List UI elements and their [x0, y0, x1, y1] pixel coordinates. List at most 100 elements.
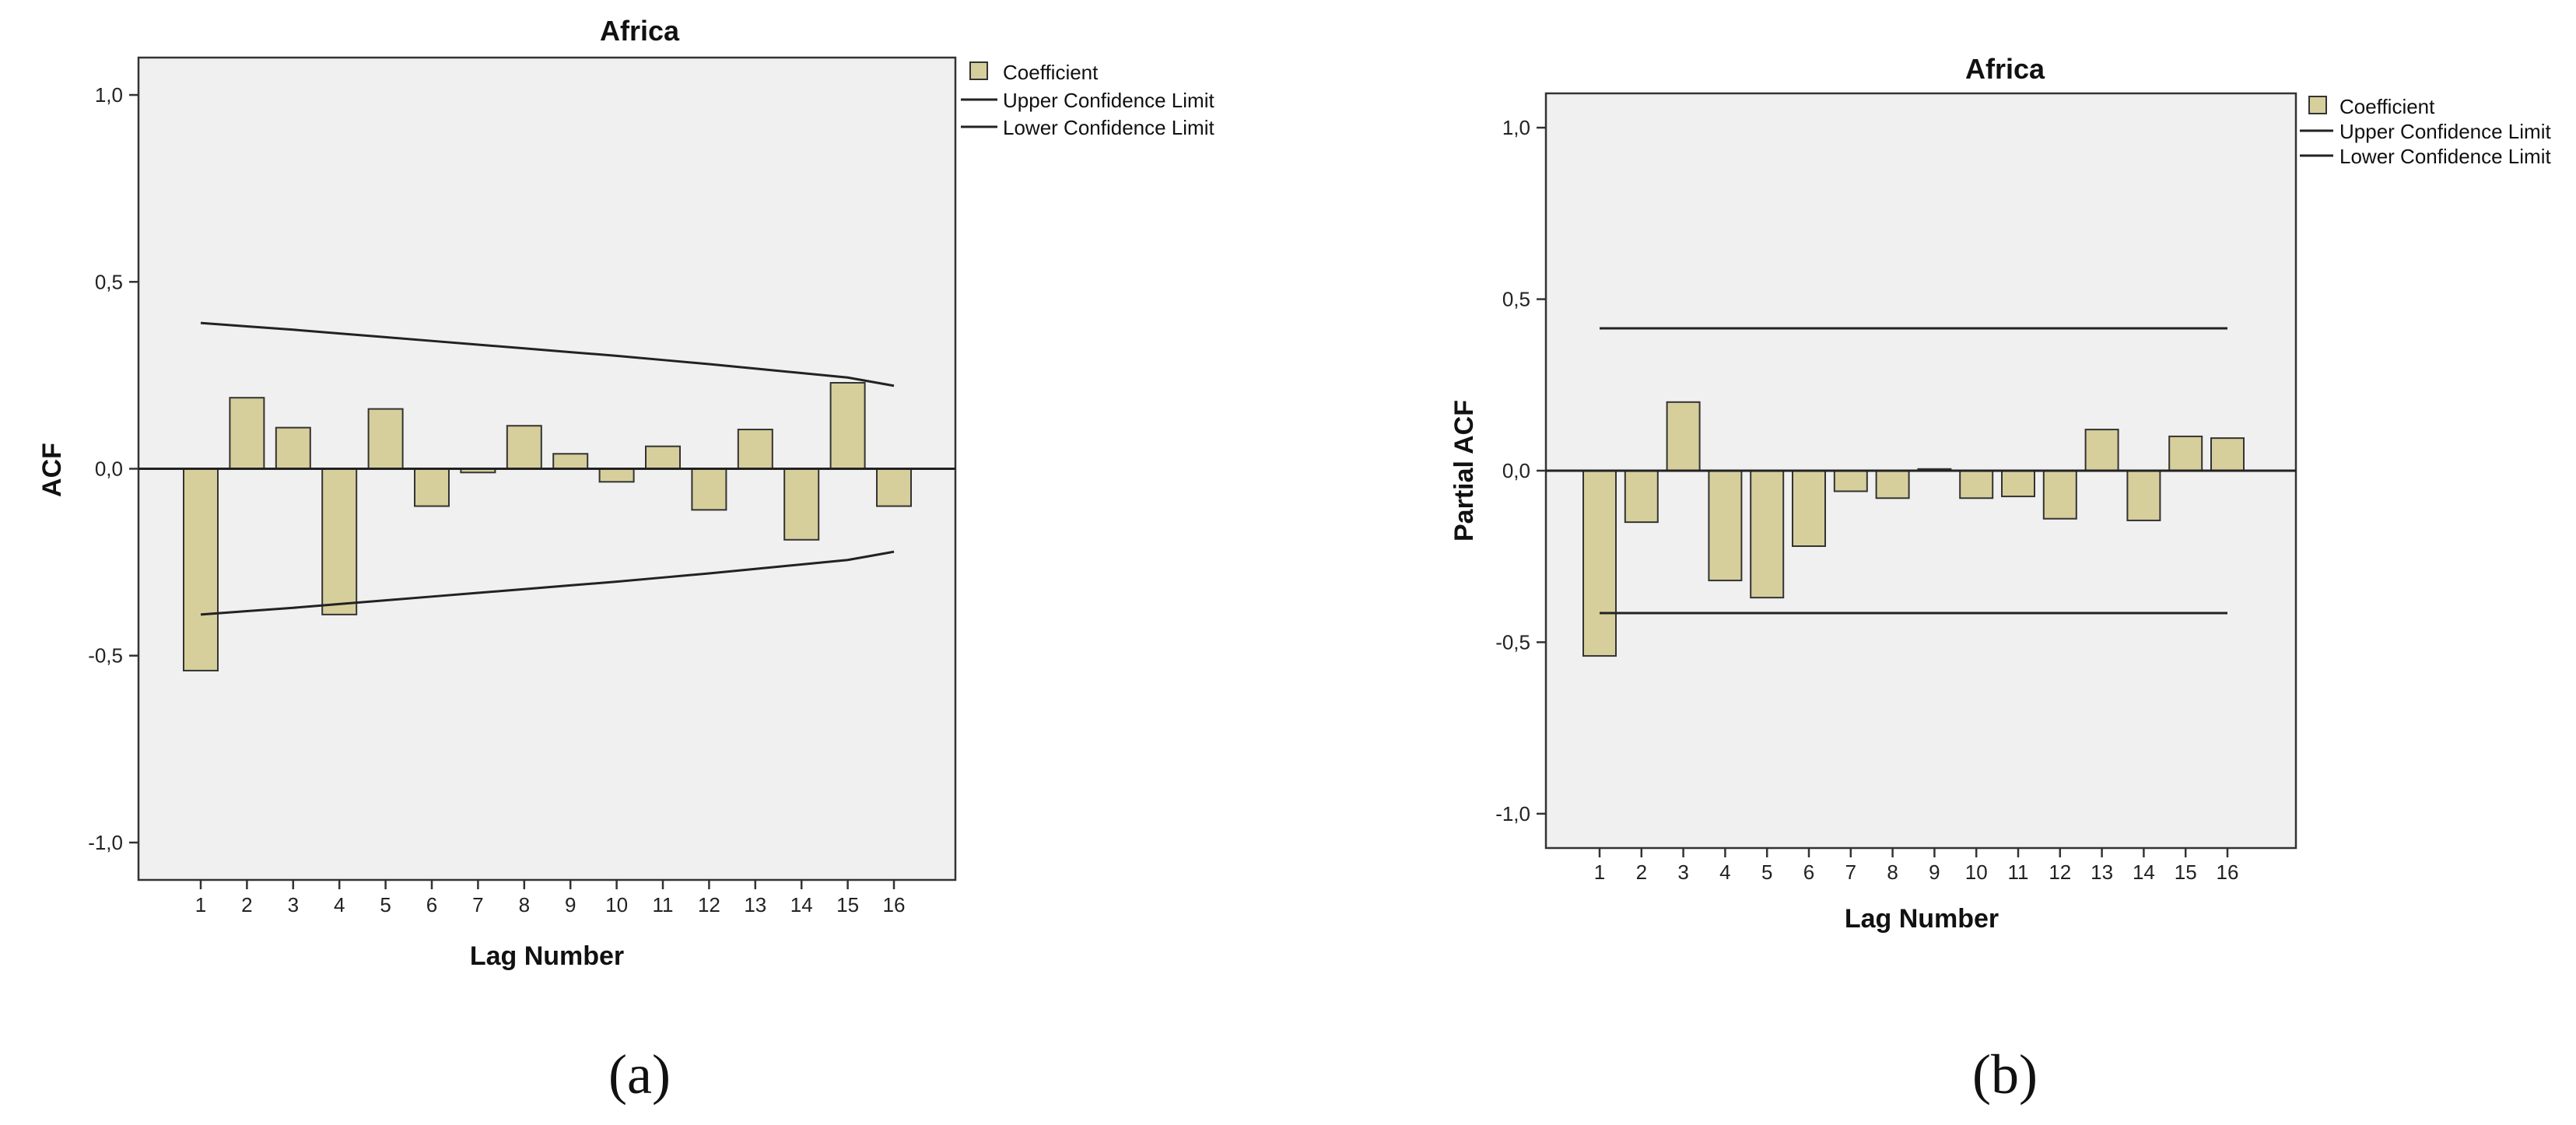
- bar-lag-11-b: [2001, 470, 2035, 498]
- x-tick-label-b: 7: [1845, 860, 1856, 884]
- bars-b: [1582, 401, 2245, 657]
- bar-lag-8-a: [506, 425, 542, 470]
- x-tick-label-a: 11: [653, 893, 674, 916]
- y-tick-label-a: -0,5: [88, 644, 123, 668]
- x-tick-label-a: 9: [565, 893, 576, 916]
- chart-title-a: Africa: [600, 15, 680, 47]
- legend-label-upper-a: Upper Confidence Limit: [1003, 89, 1214, 112]
- bar-lag-2-a: [229, 397, 265, 470]
- x-tick-label-b: 2: [1636, 860, 1647, 884]
- bar-lag-16-a: [876, 468, 912, 507]
- y-axis-label-a: ACF: [37, 443, 67, 497]
- x-tick-label-b: 9: [1929, 860, 1940, 884]
- x-tick-label-a: 2: [241, 893, 252, 916]
- upper-confidence-line-a: [200, 321, 895, 387]
- y-tick-label-a: 0,0: [95, 457, 123, 481]
- bars-a: [183, 381, 912, 671]
- bar-lag-4-b: [1708, 470, 1743, 582]
- x-tick-label-a: 10: [605, 893, 628, 916]
- x-tick-label-a: 15: [836, 893, 859, 916]
- bar-lag-14-a: [783, 468, 820, 541]
- x-ticks-a: 1 2 3 4 5 6 7 8 9 10 11 12 13 14 15 16: [195, 880, 906, 916]
- panel-caption-a: (a): [608, 1043, 671, 1106]
- x-tick-label-a: 3: [288, 893, 299, 916]
- x-axis-label-a: Lag Number: [470, 941, 624, 971]
- bar-lag-15-b: [2168, 435, 2203, 472]
- panel-caption-a-text: (a): [608, 1043, 671, 1106]
- bar-lag-10-b: [1959, 470, 1994, 499]
- bar-lag-12-b: [2042, 470, 2077, 520]
- bar-lag-13-a: [737, 429, 773, 470]
- x-tick-label-a: 14: [790, 893, 813, 916]
- x-tick-label-b: 15: [2175, 860, 2197, 884]
- bar-lag-1-b: [1582, 470, 1617, 657]
- x-tick-label-a: 12: [698, 893, 720, 916]
- y-tick-label-a: -1,0: [88, 831, 123, 854]
- bar-lag-10-a: [598, 468, 635, 483]
- bar-lag-6-b: [1792, 470, 1826, 547]
- x-tick-label-a: 13: [744, 893, 766, 916]
- x-tick-label-b: 1: [1594, 860, 1605, 884]
- x-tick-label-a: 5: [380, 893, 391, 916]
- legend-label-lower-a: Lower Confidence Limit: [1003, 116, 1214, 139]
- x-tick-label-b: 14: [2133, 860, 2155, 884]
- panel-a: Africa 1,00,50,0-0,5-1,0 1 2 3 4 5 6 7 8 9 10 11 12…: [37, 15, 1214, 1106]
- x-tick-label-b: 13: [2091, 860, 2113, 884]
- x-tick-label-a: 8: [519, 893, 530, 916]
- bar-lag-8-b: [1875, 470, 1910, 499]
- bar-lag-9-a: [552, 453, 589, 470]
- legend-label-coefficient-a: Coefficient: [1003, 61, 1099, 84]
- panel-caption-b: (b): [1972, 1043, 2038, 1106]
- y-tick-label-a: 0,5: [95, 270, 123, 293]
- x-tick-label-b: 10: [1965, 860, 1988, 884]
- bar-lag-5-b: [1750, 470, 1785, 599]
- bar-lag-6-a: [414, 468, 450, 507]
- x-axis-label-b: Lag Number: [1845, 904, 1999, 934]
- x-tick-label-b: 11: [2008, 860, 2029, 884]
- y-tick-label-b: 1,0: [1502, 116, 1530, 139]
- y-axis-label-b: Partial ACF: [1449, 400, 1479, 541]
- x-tick-label-a: 1: [195, 893, 206, 916]
- bar-lag-12-a: [691, 468, 727, 511]
- lower-confidence-line-a: [200, 550, 895, 616]
- bar-lag-14-b: [2126, 470, 2161, 521]
- bar-lag-1-a: [183, 468, 219, 671]
- y-tick-label-b: -0,5: [1495, 630, 1530, 654]
- y-tick-label-b: 0,5: [1502, 288, 1530, 311]
- legend-label-coefficient-b: Coefficient: [2339, 95, 2435, 118]
- x-tick-label-b: 6: [1803, 860, 1814, 884]
- legend-label-upper-b: Upper Confidence Limit: [2339, 120, 2551, 143]
- x-tick-label-b: 16: [2217, 860, 2239, 884]
- bar-lag-5-a: [367, 408, 404, 470]
- legend-a: Coefficient Upper Confidence Limit Lower…: [961, 61, 1214, 139]
- x-tick-label-b: 4: [1719, 860, 1730, 884]
- x-tick-label-a: 4: [334, 893, 345, 916]
- legend-label-lower-b: Lower Confidence Limit: [2339, 145, 2551, 168]
- x-tick-label-a: 16: [883, 893, 906, 916]
- legend-swatch-coefficient-b: [2308, 96, 2327, 114]
- bar-lag-16-b: [2210, 437, 2245, 472]
- bar-lag-2-b: [1624, 470, 1659, 524]
- legend-swatch-coefficient-a: [969, 61, 988, 80]
- y-tick-label-b: 0,0: [1502, 459, 1530, 482]
- bar-lag-4-a: [321, 468, 358, 615]
- x-tick-label-a: 7: [472, 893, 483, 916]
- x-tick-label-b: 3: [1677, 860, 1688, 884]
- bar-lag-15-a: [829, 381, 866, 470]
- chart-title-b: Africa: [1965, 53, 2045, 85]
- panel-b: Africa 1,00,50,0-0,5-1,0 1 2 3 4 5 6 7 8 9 10 11 12…: [1449, 53, 2551, 1106]
- y-tick-label-b: -1,0: [1495, 802, 1530, 825]
- x-tick-label-b: 5: [1761, 860, 1772, 884]
- bar-lag-7-b: [1833, 470, 1868, 492]
- bar-lag-11-a: [645, 445, 681, 470]
- bar-lag-3-a: [275, 426, 311, 470]
- y-tick-label-a: 1,0: [95, 83, 123, 107]
- x-ticks-b: 1 2 3 4 5 6 7 8 9 10 11 12 13 14 15 16: [1594, 848, 2239, 884]
- bar-lag-3-b: [1666, 401, 1701, 471]
- x-tick-label-a: 6: [426, 893, 437, 916]
- x-tick-label-b: 8: [1887, 860, 1898, 884]
- legend-b: Coefficient Upper Confidence Limit Lower…: [2300, 95, 2551, 168]
- bar-lag-13-b: [2084, 429, 2119, 471]
